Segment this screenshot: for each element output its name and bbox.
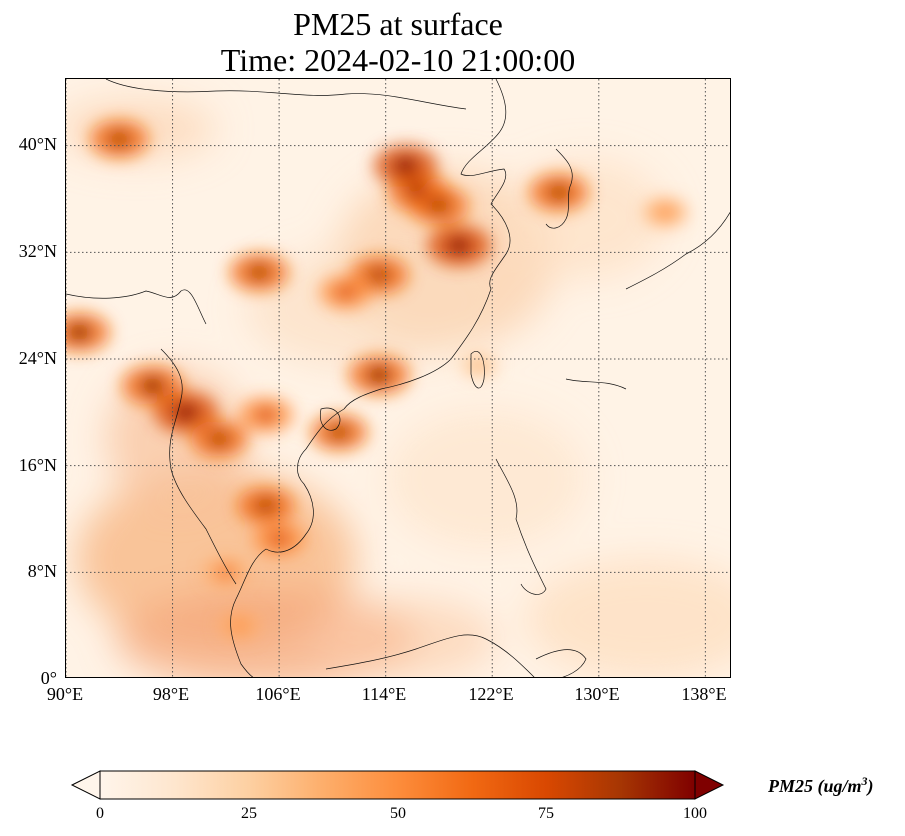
hotspot-hebei xyxy=(393,157,418,174)
lon-label-114e: 114°E xyxy=(361,684,407,704)
lon-label-106e: 106°E xyxy=(255,684,301,704)
hotspot-laos xyxy=(208,431,230,447)
hotspot-northeast-india xyxy=(67,324,91,341)
lon-label-90e: 90°E xyxy=(46,684,84,704)
hotspot-cambodia xyxy=(255,498,277,513)
hotspot-mongolia-plume xyxy=(108,131,131,147)
map-panel xyxy=(65,78,731,678)
colorbar-min-extend xyxy=(70,770,101,800)
colorbar-max-extend xyxy=(694,770,725,800)
hotspot-central-china xyxy=(335,285,356,300)
haze-layer xyxy=(66,99,730,677)
hotspot-malay-peninsula xyxy=(230,619,248,632)
colorbar-tick-0: 0 xyxy=(96,805,104,822)
colorbar-label: PM25 (ug/m3) xyxy=(768,774,874,796)
coastlines xyxy=(66,79,730,677)
lon-label-122e: 122°E xyxy=(468,684,514,704)
hotspot-jiangsu xyxy=(446,237,471,254)
hotspot-korea xyxy=(547,184,571,200)
hotspot-hubei xyxy=(367,267,391,283)
hotspot-japan xyxy=(657,206,674,219)
lat-label-24n: 24°N xyxy=(18,348,57,368)
lat-label-32n: 32°N xyxy=(18,241,57,261)
lat-label-8n: 8°N xyxy=(27,561,57,581)
hotspot-gulf-of-thailand xyxy=(217,566,235,579)
lat-label-16n: 16°N xyxy=(18,455,57,475)
colorbar xyxy=(70,770,725,800)
hotspot-sichuan xyxy=(247,264,271,280)
hotspot-taiwan xyxy=(471,360,487,371)
lat-label-0: 0° xyxy=(40,668,57,688)
colorbar-tick-75: 75 xyxy=(538,805,554,822)
lat-label-40n: 40°N xyxy=(18,134,57,154)
hotspot-layer xyxy=(66,119,688,641)
hotspot-hainan xyxy=(328,425,350,440)
colorbar-tick-100: 100 xyxy=(683,805,707,822)
colorbar-tick-50: 50 xyxy=(390,805,406,822)
lon-label-98e: 98°E xyxy=(152,684,190,704)
graticule xyxy=(66,79,730,677)
hotspot-shandong xyxy=(427,198,451,214)
hotspot-north-laos xyxy=(255,408,277,422)
lon-label-130e: 130°E xyxy=(574,684,620,704)
hotspot-myanmar-east xyxy=(173,404,198,421)
pm25-map xyxy=(66,79,730,677)
colorbar-tick-25: 25 xyxy=(241,805,257,822)
map-title: PM25 at surface xyxy=(293,6,503,42)
hotspot-guangdong xyxy=(367,367,391,383)
map-time-subtitle: Time: 2024-02-10 21:00:00 xyxy=(220,42,576,78)
hotspot-northern-myanmar xyxy=(140,377,165,394)
lon-label-138e: 138°E xyxy=(681,684,727,704)
colorbar-gradient xyxy=(99,770,696,800)
